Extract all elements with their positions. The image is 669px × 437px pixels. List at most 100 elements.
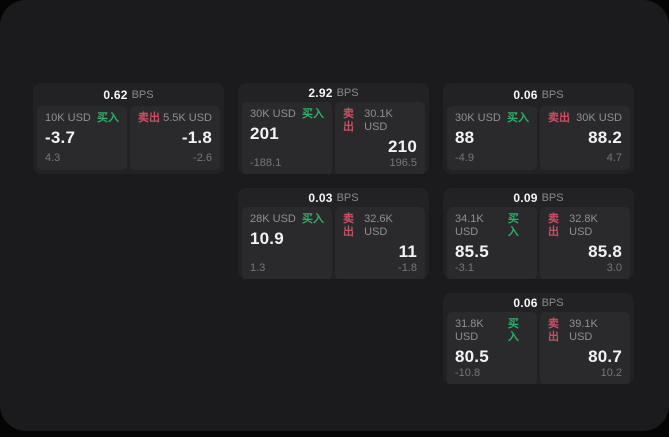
buy-panel-header: 30K USD 买入 [455, 112, 529, 125]
spread-unit: BPS [336, 87, 359, 99]
quote-panels: 34.1K USD 买入 85.5 -3.1 卖出 32.8K USD 85.8… [443, 205, 634, 279]
buy-amount: 30K USD [455, 112, 501, 124]
quote-board: 0.62 BPS 10K USD 买入 -3.7 4.3 卖出 5.5K USD… [33, 83, 634, 384]
sell-panel-header: 卖出 30K USD [548, 112, 622, 125]
sell-label: 卖出 [548, 318, 559, 343]
buy-label: 买入 [507, 112, 529, 124]
sell-quote-button[interactable]: 卖出 39.1K USD 80.7 10.2 [540, 312, 630, 384]
sell-panel-header: 卖出 39.1K USD [548, 318, 622, 344]
buy-sub-value: 4.3 [45, 152, 61, 164]
sell-sub-value: 4.7 [606, 152, 622, 164]
buy-price: 88 [455, 128, 475, 147]
buy-sub-value: 1.3 [250, 262, 266, 274]
spread-unit: BPS [336, 192, 359, 204]
sell-label: 卖出 [343, 108, 354, 133]
quote-panels: 30K USD 买入 201 -188.1 卖出 30.1K USD 210 1… [238, 100, 429, 174]
sell-price: -1.8 [181, 128, 212, 147]
buy-price: 10.9 [250, 229, 284, 248]
sell-panel-header: 卖出 5.5K USD [138, 112, 212, 125]
spread-value: 0.09 [513, 191, 538, 205]
card-spread-header: 2.92 BPS [238, 83, 429, 100]
sell-quote-button[interactable]: 卖出 30.1K USD 210 196.5 [335, 102, 425, 174]
spread-value: 0.62 [103, 88, 128, 102]
buy-price: -3.7 [45, 128, 76, 147]
sell-label: 卖出 [548, 213, 559, 238]
buy-price: 80.5 [455, 347, 489, 366]
sell-price: 85.8 [588, 242, 622, 261]
sell-sub-value: 3.0 [606, 262, 622, 274]
quote-panels: 10K USD 买入 -3.7 4.3 卖出 5.5K USD -1.8 -2.… [33, 104, 224, 174]
buy-amount: 31.8K USD [455, 318, 484, 343]
spread-value: 0.06 [513, 88, 538, 102]
sell-sub-value: 196.5 [389, 157, 417, 169]
sell-price: 88.2 [588, 128, 622, 147]
buy-label: 买入 [97, 112, 119, 124]
spread-value: 0.06 [513, 296, 538, 310]
spread-value: 2.92 [308, 86, 333, 100]
sell-quote-button[interactable]: 卖出 32.8K USD 85.8 3.0 [540, 207, 630, 279]
sell-panel-header: 卖出 32.8K USD [548, 213, 622, 239]
sell-amount: 30K USD [576, 112, 622, 124]
quote-card: 2.92 BPS 30K USD 买入 201 -188.1 卖出 30.1K … [238, 83, 429, 174]
sell-amount: 32.8K USD [569, 213, 598, 238]
sell-quote-button[interactable]: 卖出 30K USD 88.2 4.7 [540, 106, 630, 170]
buy-amount: 34.1K USD [455, 213, 484, 238]
buy-price: 85.5 [455, 242, 489, 261]
quote-panels: 30K USD 买入 88 -4.9 卖出 30K USD 88.2 4.7 [443, 104, 634, 174]
buy-label: 买入 [302, 213, 324, 225]
buy-amount: 30K USD [250, 108, 296, 120]
sell-amount: 5.5K USD [163, 112, 212, 124]
card-spread-header: 0.06 BPS [443, 293, 634, 310]
card-spread-header: 0.09 BPS [443, 188, 634, 205]
buy-label: 买入 [302, 108, 324, 120]
buy-sub-value: -10.8 [455, 367, 481, 379]
buy-sub-value: -188.1 [250, 157, 282, 169]
buy-amount: 10K USD [45, 112, 91, 124]
buy-panel-header: 10K USD 买入 [45, 112, 119, 125]
buy-panel-header: 28K USD 买入 [250, 213, 324, 226]
buy-price: 201 [250, 124, 279, 143]
buy-panel-header: 30K USD 买入 [250, 108, 324, 121]
spread-value: 0.03 [308, 191, 333, 205]
quote-card: 0.06 BPS 31.8K USD 买入 80.5 -10.8 卖出 39.1… [443, 293, 634, 384]
buy-sub-value: -4.9 [455, 152, 474, 164]
spread-unit: BPS [541, 297, 564, 309]
sell-quote-button[interactable]: 卖出 32.6K USD 11 -1.8 [335, 207, 425, 279]
quote-panels: 28K USD 买入 10.9 1.3 卖出 32.6K USD 11 -1.8 [238, 205, 429, 279]
buy-quote-button[interactable]: 28K USD 买入 10.9 1.3 [242, 207, 332, 279]
buy-label: 买入 [507, 213, 519, 238]
spread-unit: BPS [131, 89, 154, 101]
spread-unit: BPS [541, 89, 564, 101]
sell-amount: 39.1K USD [569, 318, 598, 343]
buy-quote-button[interactable]: 30K USD 买入 88 -4.9 [447, 106, 537, 170]
sell-quote-button[interactable]: 卖出 5.5K USD -1.8 -2.6 [130, 106, 220, 170]
sell-label: 卖出 [548, 112, 570, 124]
sell-amount: 32.6K USD [364, 213, 393, 238]
sell-panel-header: 卖出 32.6K USD [343, 213, 417, 239]
sell-panel-header: 卖出 30.1K USD [343, 108, 417, 134]
sell-price: 80.7 [588, 347, 622, 366]
sell-sub-value: -2.6 [193, 152, 212, 164]
buy-label: 买入 [507, 318, 519, 343]
buy-sub-value: -3.1 [455, 262, 474, 274]
sell-sub-value: 10.2 [600, 367, 622, 379]
buy-quote-button[interactable]: 30K USD 买入 201 -188.1 [242, 102, 332, 174]
buy-quote-button[interactable]: 10K USD 买入 -3.7 4.3 [37, 106, 127, 170]
quote-card: 0.09 BPS 34.1K USD 买入 85.5 -3.1 卖出 32.8K… [443, 188, 634, 279]
sell-label: 卖出 [343, 213, 354, 238]
spread-unit: BPS [541, 192, 564, 204]
buy-quote-button[interactable]: 31.8K USD 买入 80.5 -10.8 [447, 312, 537, 384]
sell-label: 卖出 [138, 112, 160, 124]
quote-card: 0.62 BPS 10K USD 买入 -3.7 4.3 卖出 5.5K USD… [33, 83, 224, 174]
card-spread-header: 0.06 BPS [443, 83, 634, 104]
buy-amount: 28K USD [250, 213, 296, 225]
quote-panels: 31.8K USD 买入 80.5 -10.8 卖出 39.1K USD 80.… [443, 310, 634, 384]
buy-panel-header: 34.1K USD 买入 [455, 213, 529, 239]
quote-card: 0.03 BPS 28K USD 买入 10.9 1.3 卖出 32.6K US… [238, 188, 429, 279]
sell-price: 210 [388, 137, 417, 156]
quote-card: 0.06 BPS 30K USD 买入 88 -4.9 卖出 30K USD 8… [443, 83, 634, 174]
buy-quote-button[interactable]: 34.1K USD 买入 85.5 -3.1 [447, 207, 537, 279]
sell-amount: 30.1K USD [364, 108, 393, 133]
buy-panel-header: 31.8K USD 买入 [455, 318, 529, 344]
